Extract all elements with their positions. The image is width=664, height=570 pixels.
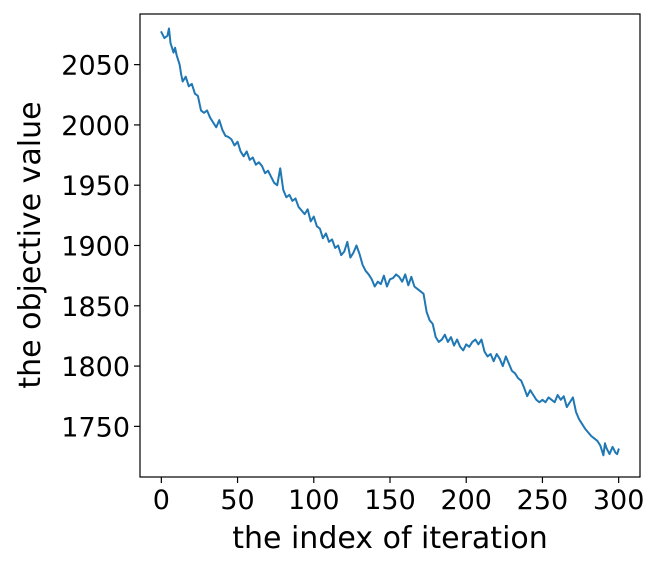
- x-tick-label: 250: [517, 485, 569, 516]
- y-axis-label: the objective value: [13, 101, 48, 388]
- x-tick-label: 200: [440, 485, 492, 516]
- y-tick-label: 1750: [61, 412, 130, 443]
- y-tick-label: 1850: [61, 292, 130, 323]
- x-tick-label: 100: [288, 485, 340, 516]
- y-tick-label: 2000: [61, 111, 130, 142]
- x-axis-label: the index of iteration: [232, 521, 548, 556]
- x-tick-label: 0: [153, 485, 170, 516]
- y-tick-label: 2050: [61, 51, 130, 82]
- y-tick-label: 1950: [61, 171, 130, 202]
- y-tick-label: 1800: [61, 352, 130, 383]
- series-line: [160, 27, 620, 457]
- plot-area: [140, 14, 640, 477]
- plot-frame: [139, 13, 641, 478]
- y-tick-label: 1900: [61, 232, 130, 263]
- x-tick-label: 300: [593, 485, 645, 516]
- x-tick-label: 50: [220, 485, 254, 516]
- ticks: 0 50 100 150 200 250 300 1750 1800 1850 1900 1950 20…: [61, 51, 644, 516]
- x-tick-label: 150: [364, 485, 416, 516]
